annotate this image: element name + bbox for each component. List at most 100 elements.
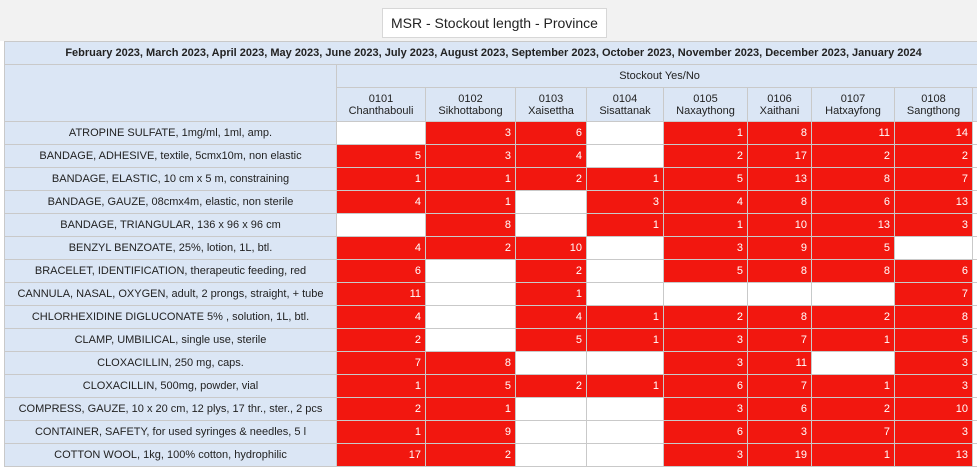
data-cell[interactable]: 3 <box>663 328 748 352</box>
data-cell[interactable]: 4 <box>663 190 748 214</box>
column-header[interactable]: 0108 Sangthong <box>894 87 973 122</box>
data-cell[interactable]: 3 <box>894 351 973 375</box>
data-cell[interactable]: 8 <box>811 167 895 191</box>
data-cell[interactable] <box>515 397 587 421</box>
data-cell[interactable] <box>586 121 664 145</box>
data-cell[interactable] <box>811 282 895 306</box>
data-cell[interactable]: 3 <box>663 236 748 260</box>
data-cell[interactable]: 2 <box>425 236 516 260</box>
data-cell[interactable]: 7 <box>336 351 426 375</box>
data-cell[interactable]: 5 <box>515 328 587 352</box>
data-cell[interactable]: 5 <box>894 328 973 352</box>
data-cell[interactable]: 3 <box>894 420 973 444</box>
data-cell[interactable]: 6 <box>811 190 895 214</box>
data-cell[interactable]: 14 <box>894 121 973 145</box>
data-cell[interactable]: 6 <box>336 259 426 283</box>
data-cell[interactable]: 17 <box>336 443 426 467</box>
data-cell[interactable]: 1 <box>663 213 748 237</box>
data-cell[interactable] <box>515 420 587 444</box>
data-cell[interactable] <box>586 259 664 283</box>
data-cell[interactable]: 10 <box>515 236 587 260</box>
data-cell[interactable]: 1 <box>336 374 426 398</box>
data-cell[interactable]: 8 <box>894 305 973 329</box>
data-cell[interactable]: 2 <box>336 328 426 352</box>
data-cell[interactable]: 1 <box>663 121 748 145</box>
data-cell[interactable]: 1 <box>811 328 895 352</box>
data-cell[interactable]: 4 <box>515 144 587 168</box>
data-cell[interactable]: 3 <box>663 443 748 467</box>
data-cell[interactable]: 2 <box>663 305 748 329</box>
data-cell[interactable]: 3 <box>747 420 812 444</box>
data-cell[interactable]: 2 <box>515 374 587 398</box>
data-cell[interactable]: 11 <box>747 351 812 375</box>
data-cell[interactable] <box>336 213 426 237</box>
data-cell[interactable]: 3 <box>425 121 516 145</box>
data-cell[interactable] <box>663 282 748 306</box>
data-cell[interactable] <box>425 259 516 283</box>
data-cell[interactable]: 2 <box>515 259 587 283</box>
data-cell[interactable]: 1 <box>425 167 516 191</box>
data-cell[interactable]: 2 <box>811 144 895 168</box>
data-cell[interactable] <box>586 420 664 444</box>
data-cell[interactable]: 13 <box>894 443 973 467</box>
data-cell[interactable]: 3 <box>663 397 748 421</box>
column-header[interactable]: 0105 Naxaythong <box>663 87 748 122</box>
data-cell[interactable]: 1 <box>586 374 664 398</box>
data-cell[interactable] <box>336 121 426 145</box>
column-header[interactable]: 0107 Hatxayfong <box>811 87 895 122</box>
data-cell[interactable]: 10 <box>747 213 812 237</box>
data-cell[interactable]: 11 <box>811 121 895 145</box>
data-cell[interactable] <box>894 236 973 260</box>
data-cell[interactable]: 6 <box>515 121 587 145</box>
data-cell[interactable] <box>586 351 664 375</box>
data-cell[interactable]: 7 <box>894 282 973 306</box>
data-cell[interactable]: 1 <box>586 213 664 237</box>
column-header[interactable]: 0101 Chanthabouli <box>336 87 426 122</box>
column-header[interactable]: 0103 Xaisettha <box>515 87 587 122</box>
data-cell[interactable]: 8 <box>747 121 812 145</box>
data-cell[interactable] <box>586 144 664 168</box>
data-cell[interactable]: 4 <box>336 305 426 329</box>
data-cell[interactable]: 1 <box>425 397 516 421</box>
data-cell[interactable]: 7 <box>747 374 812 398</box>
data-cell[interactable]: 1 <box>425 190 516 214</box>
data-cell[interactable]: 1 <box>811 374 895 398</box>
data-cell[interactable] <box>586 282 664 306</box>
data-cell[interactable]: 6 <box>663 420 748 444</box>
data-cell[interactable] <box>747 282 812 306</box>
data-cell[interactable]: 5 <box>811 236 895 260</box>
data-cell[interactable] <box>811 351 895 375</box>
data-cell[interactable] <box>586 397 664 421</box>
data-cell[interactable]: 8 <box>747 259 812 283</box>
data-cell[interactable]: 11 <box>336 282 426 306</box>
data-cell[interactable]: 3 <box>894 374 973 398</box>
data-cell[interactable] <box>515 443 587 467</box>
data-cell[interactable] <box>515 351 587 375</box>
data-cell[interactable]: 5 <box>663 259 748 283</box>
data-cell[interactable]: 10 <box>894 397 973 421</box>
data-cell[interactable]: 13 <box>747 167 812 191</box>
data-cell[interactable]: 7 <box>894 167 973 191</box>
data-cell[interactable] <box>515 213 587 237</box>
data-cell[interactable] <box>425 328 516 352</box>
data-cell[interactable]: 1 <box>515 282 587 306</box>
data-cell[interactable]: 1 <box>586 305 664 329</box>
data-cell[interactable]: 3 <box>663 351 748 375</box>
data-cell[interactable]: 8 <box>747 305 812 329</box>
data-cell[interactable]: 8 <box>425 351 516 375</box>
data-cell[interactable]: 1 <box>586 167 664 191</box>
data-cell[interactable] <box>586 443 664 467</box>
data-cell[interactable]: 13 <box>811 213 895 237</box>
data-cell[interactable]: 2 <box>515 167 587 191</box>
data-cell[interactable]: 8 <box>811 259 895 283</box>
data-cell[interactable]: 2 <box>663 144 748 168</box>
data-cell[interactable]: 3 <box>425 144 516 168</box>
data-cell[interactable]: 3 <box>894 213 973 237</box>
data-cell[interactable]: 4 <box>515 305 587 329</box>
data-cell[interactable]: 17 <box>747 144 812 168</box>
data-cell[interactable]: 6 <box>663 374 748 398</box>
data-cell[interactable]: 9 <box>747 236 812 260</box>
data-cell[interactable]: 6 <box>894 259 973 283</box>
column-header[interactable]: 0104 Sisattanak <box>586 87 664 122</box>
data-cell[interactable]: 2 <box>336 397 426 421</box>
